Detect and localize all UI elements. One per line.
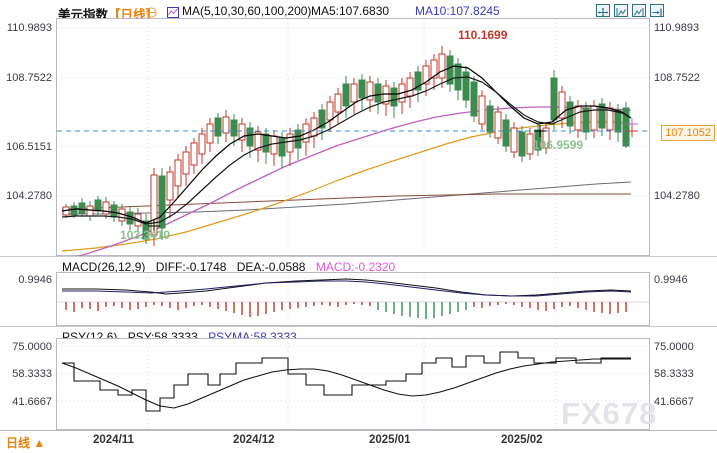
macd-value: MACD:-0.2320 — [315, 260, 396, 274]
price-ytick-left-2: 106.5151 — [6, 141, 52, 153]
panel-divider-1 — [0, 256, 717, 257]
price-ytick-right-1: 108.7522 — [654, 72, 700, 84]
price-ytick-left-0: 110.9893 — [6, 22, 52, 34]
macd-diff: DIFF:-0.1748 — [155, 260, 227, 274]
price-chart-panel[interactable] — [56, 18, 650, 256]
price-ytick-left-3: 104.2780 — [6, 190, 52, 202]
chart-left-align-icon[interactable] — [614, 4, 628, 17]
psy-ytick-right-2: 41.6667 — [654, 396, 694, 408]
last-price-annotation: 106.9599 — [533, 138, 584, 152]
psy-ytick-right-1: 58.3333 — [654, 368, 694, 380]
macd-ytick-right-0: 0.9946 — [654, 274, 688, 286]
xtick-3: 2025/02 — [501, 434, 543, 446]
macd-chart-panel[interactable] — [56, 272, 650, 326]
macd-header[interactable]: MACD(26,12,9) DIFF:-0.1748 DEA:-0.0588 M… — [62, 260, 402, 274]
chart-right-align-icon[interactable] — [632, 4, 646, 17]
chart-expand-right-icon[interactable] — [650, 4, 664, 17]
crosshair-move-icon[interactable] — [596, 4, 610, 18]
ma-chart-icon[interactable] — [167, 5, 179, 18]
time-axis — [0, 430, 717, 453]
price-chart-svg — [56, 18, 650, 256]
psy-ytick-left-1: 58.3333 — [12, 368, 52, 380]
xtick-2: 2025/01 — [369, 434, 411, 446]
price-ytick-left-1: 108.7522 — [6, 72, 52, 84]
psy-ytick-left-0: 75.0000 — [12, 341, 52, 353]
psy-ytick-right-0: 75.0000 — [654, 341, 694, 353]
ma10-value: MA10:107.8245 — [415, 4, 500, 18]
psy-ytick-left-2: 41.6667 — [12, 396, 52, 408]
macd-title: MACD(26,12,9) — [62, 260, 146, 274]
chart-header: 美元指数【日线】 MA(5,10,30,60,100,200) MA5:107.… — [0, 2, 717, 22]
macd-ytick-left-0: 0.9946 — [18, 274, 52, 286]
collapse-toggle-icon[interactable] — [146, 5, 157, 18]
ma-config-label[interactable]: MA(5,10,30,60,100,200) — [182, 4, 312, 18]
current-price-tag[interactable]: 107.1052 — [661, 125, 715, 141]
price-ytick-right-2: 104.2780 — [654, 190, 700, 202]
macd-dea: DEA:-0.0588 — [236, 260, 306, 274]
psy-chart-svg — [56, 338, 650, 430]
psy-chart-panel[interactable] — [56, 338, 650, 430]
macd-chart-svg — [56, 272, 650, 326]
xtick-0: 2024/11 — [93, 434, 134, 446]
timeframe-badge[interactable]: 日线 ▲ — [6, 436, 46, 450]
watermark-logo: FX678 — [561, 396, 658, 431]
ma5-value: MA5:107.6830 — [311, 4, 390, 18]
xtick-1: 2024/12 — [233, 434, 275, 446]
low-annotation: 103.3410 — [120, 228, 171, 242]
high-annotation: 110.1699 — [458, 28, 508, 42]
panel-divider-2 — [0, 326, 717, 327]
chart-toolbar — [596, 4, 664, 18]
price-ytick-right-0: 110.9893 — [654, 22, 700, 34]
